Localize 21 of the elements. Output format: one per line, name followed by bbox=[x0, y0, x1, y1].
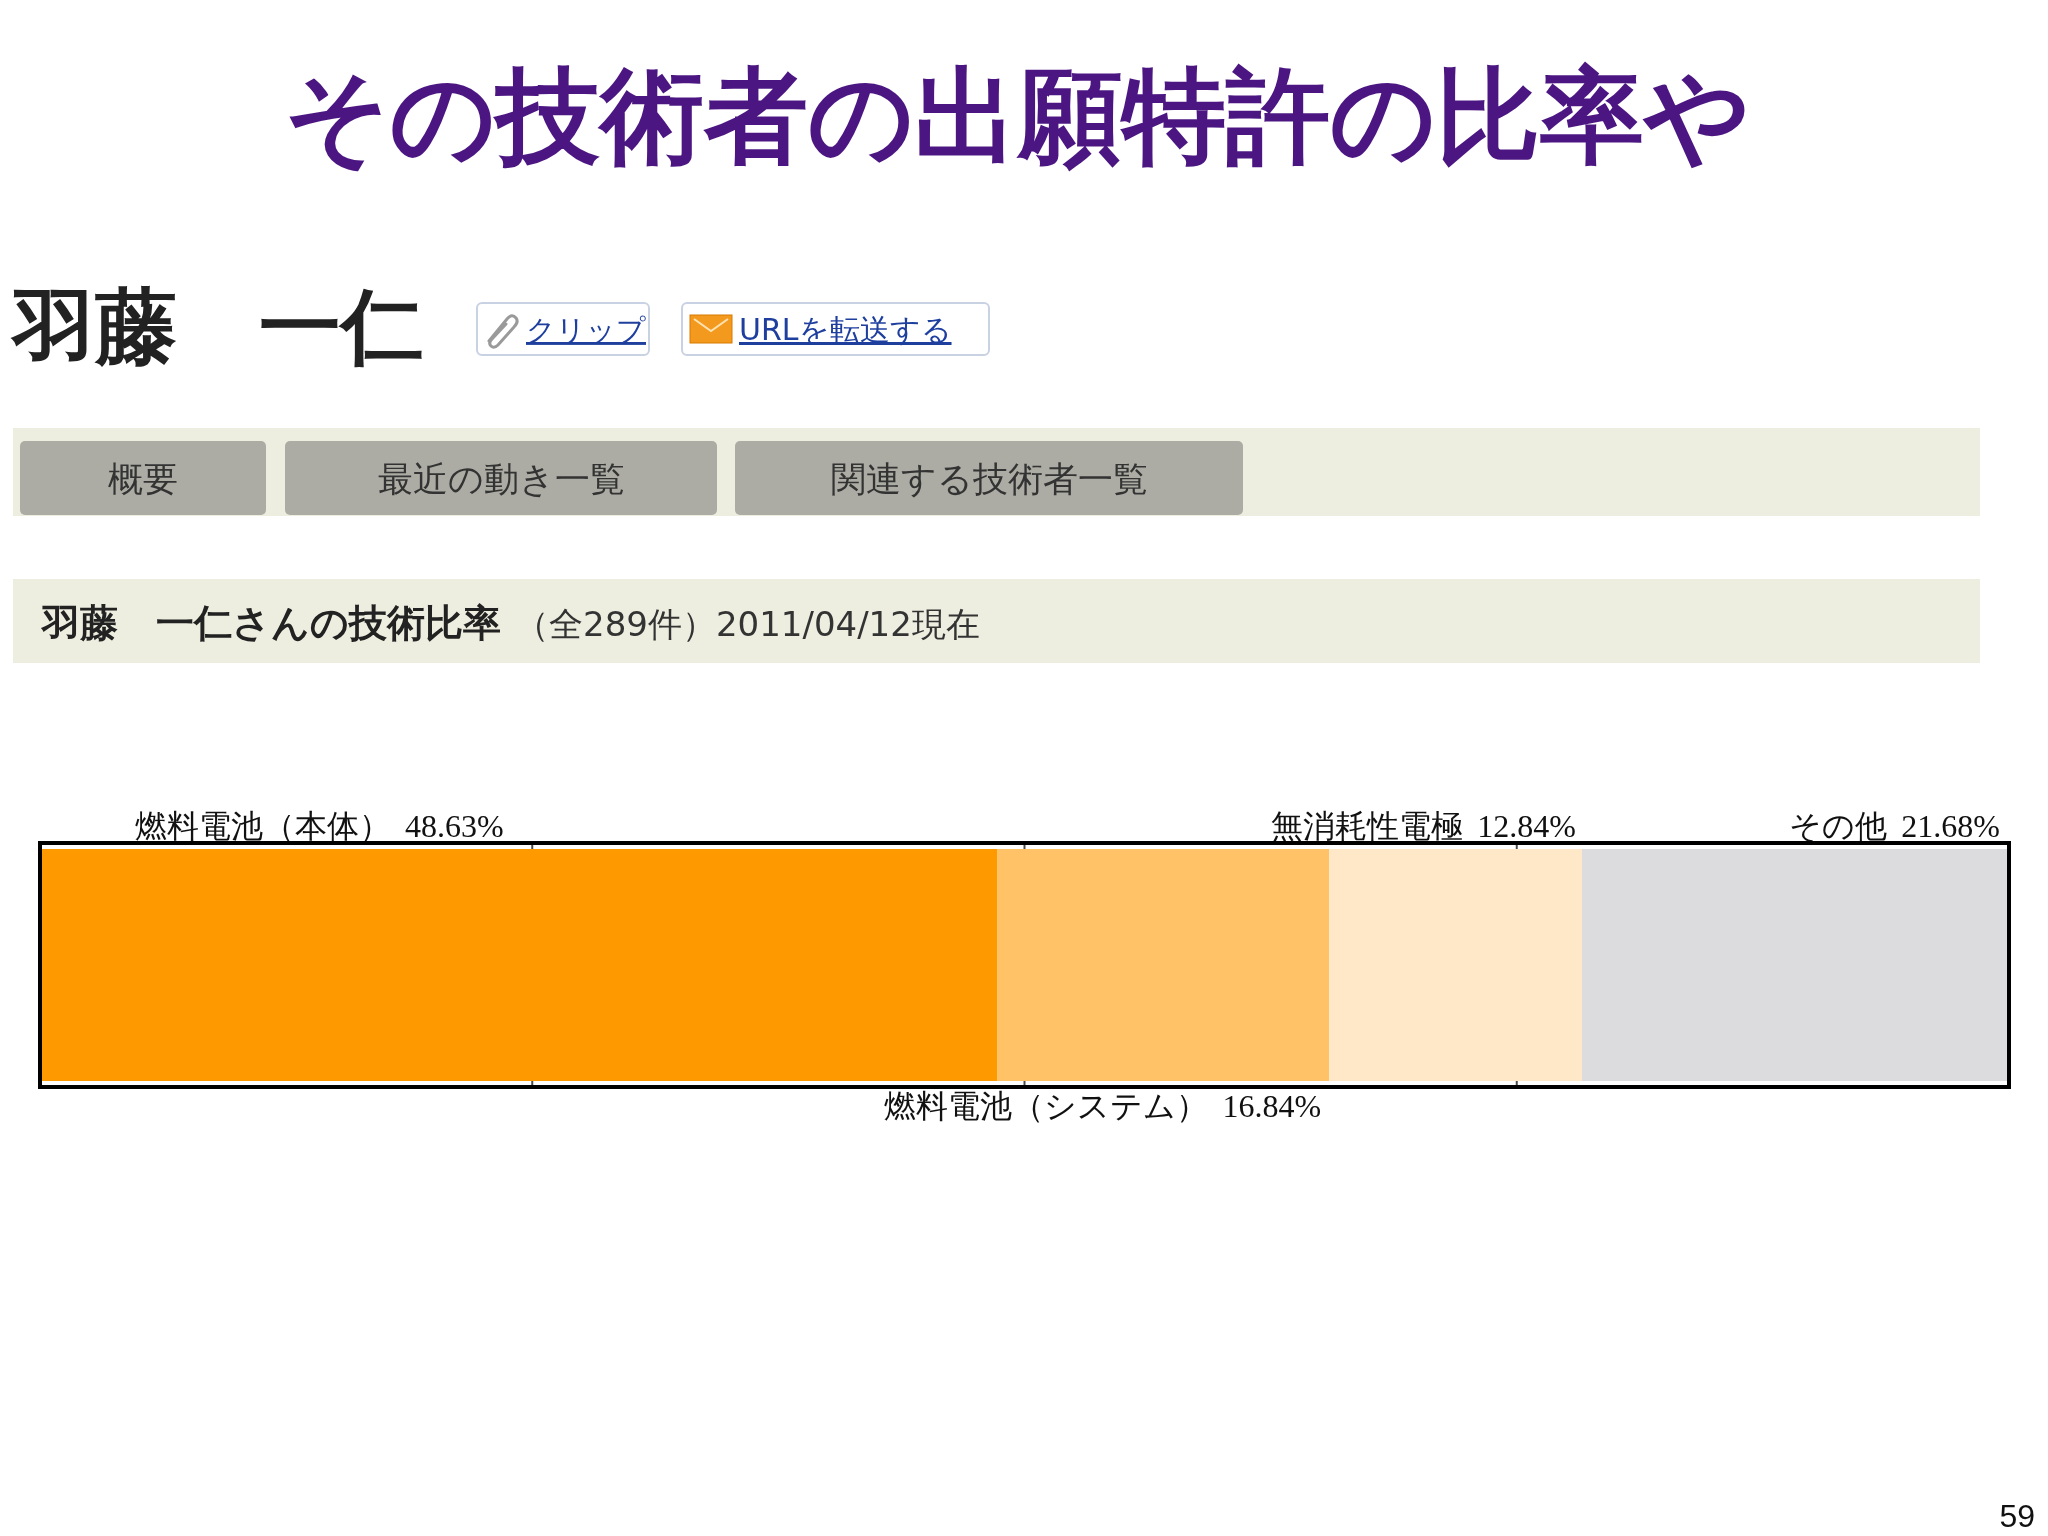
text: 最近の動き一覧 bbox=[377, 459, 625, 499]
data-label: 21.68% bbox=[1901, 808, 2000, 844]
text: 59 bbox=[1999, 1498, 2035, 1534]
chart-title: その技術者の出願特許の比率や bbox=[284, 55, 1750, 177]
bar bbox=[1581, 849, 2009, 1081]
series-label: 無消耗性電極 bbox=[1271, 808, 1464, 844]
text: 羽藤 一仁 bbox=[10, 279, 423, 374]
data-label: 12.84% bbox=[1477, 808, 1576, 844]
bar bbox=[1329, 849, 1582, 1081]
series-label: 燃料電池（本体） bbox=[135, 808, 391, 844]
series-label: その他 bbox=[1789, 808, 1888, 844]
text: 関連する技術者一覧 bbox=[830, 459, 1148, 499]
text: 概要 bbox=[108, 459, 178, 499]
text: URLを転送する bbox=[739, 312, 952, 347]
series-label: 燃料電池（システム） bbox=[884, 1088, 1209, 1124]
data-label: 16.84% bbox=[1222, 1088, 1322, 1124]
data-label: 48.63% bbox=[405, 808, 504, 844]
chart-subtitle: 羽藤 一仁さんの技術比率 bbox=[40, 601, 501, 645]
bar bbox=[997, 849, 1330, 1081]
text: クリップ bbox=[526, 313, 646, 347]
text: （全289件）2011/04/12現在 bbox=[515, 604, 980, 644]
